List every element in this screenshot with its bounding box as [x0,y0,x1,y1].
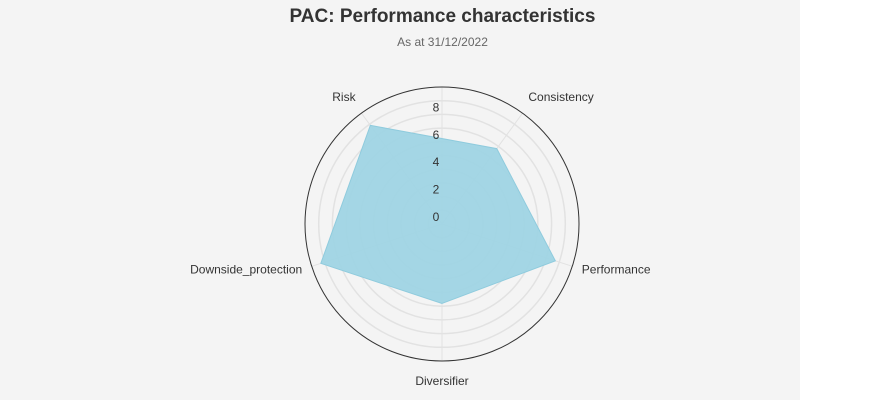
category-label-consistency: Consistency [528,90,593,104]
category-label-diversifier: Diversifier [415,374,468,388]
outer-ring [304,86,580,362]
radial-tick-label: 6 [433,128,440,142]
radial-tick-label: 2 [433,183,440,197]
category-label-performance: Performance [582,262,651,276]
category-labels: Diversifier Performance Consistency Risk Dow… [190,90,651,388]
chart-title: PAC: Performance characteristics [289,6,596,27]
radial-tick-label: 8 [433,100,440,114]
category-label-downside-protection: Downside_protection [190,262,302,276]
radial-tick-label: 4 [433,155,440,169]
chart-subtitle: As at 31/12/2022 [397,35,488,49]
radial-tick-label: 0 [433,210,440,224]
radial-tick-labels: 0 2 4 6 8 [433,100,440,224]
data-polygon-pac[interactable] [320,124,557,304]
category-label-risk: Risk [332,90,356,104]
